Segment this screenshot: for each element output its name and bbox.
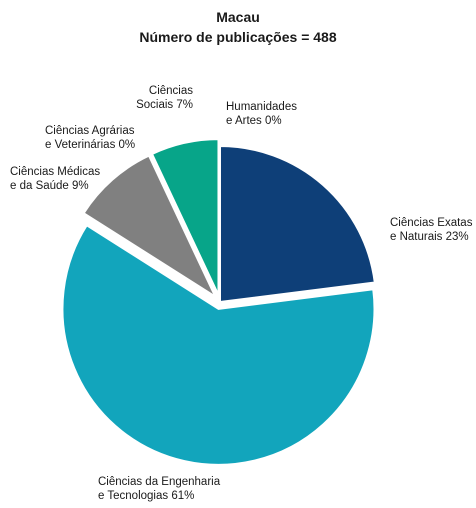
pie-slice-0 (219, 144, 376, 304)
slice-label-5: Humanidades e Artes 0% (226, 101, 297, 127)
slice-label-2: Ciências Médicas e da Saúde 9% (10, 166, 100, 192)
slice-label-0: Ciências Exatas e Naturais 23% (390, 217, 473, 243)
slice-labels: Ciências Exatas e Naturais 23% Ciências da… (10, 85, 473, 502)
pie-slice-2 (82, 154, 218, 300)
chart-title: Macau (216, 9, 260, 25)
slice-label-1: Ciências da Engenharia e Tecnologias 61% (98, 476, 221, 502)
chart-subtitle: Número de publicações = 488 (139, 29, 336, 45)
slice-label-4: Ciências Sociais 7% (136, 85, 193, 111)
pie-slice-1 (61, 223, 376, 466)
slice-label-3: Ciências Agrárias e Veterinárias 0% (45, 125, 135, 151)
pie-slices (61, 138, 376, 466)
pie-slice-4 (150, 138, 220, 296)
